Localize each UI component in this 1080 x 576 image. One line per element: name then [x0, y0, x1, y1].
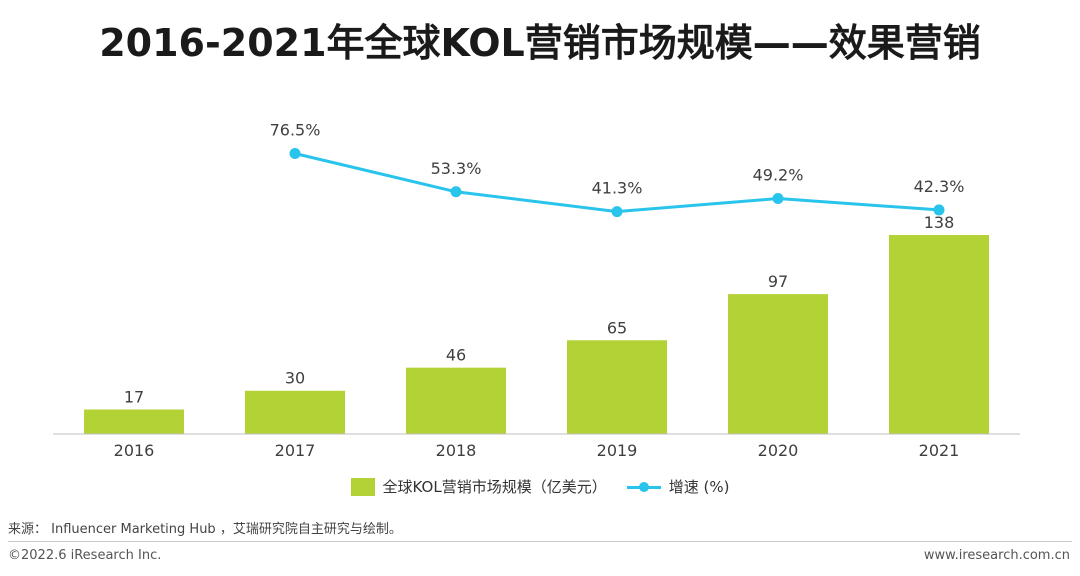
bar-label-2020: 97: [768, 272, 788, 291]
bar-2018: [406, 367, 506, 434]
x-tick-2021: 2021: [919, 441, 960, 460]
bar-2017: [245, 390, 345, 434]
growth-label-2017: 76.5%: [270, 121, 321, 140]
growth-point-2020: [772, 193, 784, 205]
legend-item-line: 增速 (%): [626, 476, 730, 497]
x-tick-2016: 2016: [114, 441, 155, 460]
source-note: 来源： Influencer Marketing Hub ，艾瑞研究院自主研究与…: [8, 522, 402, 537]
bar-series: [84, 235, 989, 434]
footer-divider: [8, 541, 1072, 542]
growth-label-2021: 42.3%: [914, 177, 965, 196]
legend-line-marker: [626, 478, 661, 496]
chart-legend: 全球KOL营销市场规模（亿美元） 增速 (%): [0, 476, 1080, 497]
bar-2016: [84, 409, 184, 434]
bar-2020: [728, 294, 828, 434]
growth-line-series: [289, 148, 945, 218]
x-tick-labels: 2016 2017 2018 2019 2020 2021: [114, 441, 960, 460]
legend-item-bar: 全球KOL营销市场规模（亿美元）: [350, 476, 607, 497]
x-tick-2020: 2020: [758, 441, 799, 460]
bar-label-2016: 17: [124, 387, 144, 406]
bar-2021: [889, 235, 989, 434]
x-tick-2019: 2019: [597, 441, 638, 460]
website-link[interactable]: www.iresearch.com.cn: [923, 548, 1070, 563]
legend-line-label: 增速 (%): [668, 478, 730, 496]
growth-label-2019: 41.3%: [592, 179, 643, 198]
growth-label-2018: 53.3%: [431, 159, 482, 178]
growth-point-2019: [611, 206, 623, 218]
bar-label-2017: 30: [285, 369, 305, 388]
copyright-text: ©2022.6 iResearch Inc.: [8, 548, 162, 563]
bar-2019: [567, 340, 667, 434]
bar-value-labels: 17 30 46 65 97 138: [124, 213, 954, 406]
chart-title: 2016-2021年全球KOL营销市场规模——效果营销: [99, 21, 981, 65]
bar-label-2018: 46: [446, 346, 466, 365]
combo-chart: 17 30 46 65 97 138 2016 2017 2018 2019 2020 2021 7…: [53, 121, 1020, 460]
bar-label-2021: 138: [924, 213, 955, 232]
x-tick-2018: 2018: [436, 441, 477, 460]
legend-bar-swatch: [350, 477, 375, 496]
growth-point-2021: [933, 204, 945, 216]
growth-label-2020: 49.2%: [753, 166, 804, 185]
growth-point-2018: [450, 186, 462, 198]
bar-label-2019: 65: [607, 318, 627, 337]
legend-bar-label: 全球KOL营销市场规模（亿美元）: [382, 478, 607, 496]
growth-point-2017: [289, 148, 301, 159]
growth-value-labels: 76.5% 53.3% 41.3% 49.2% 42.3%: [270, 121, 965, 198]
x-tick-2017: 2017: [275, 441, 316, 460]
